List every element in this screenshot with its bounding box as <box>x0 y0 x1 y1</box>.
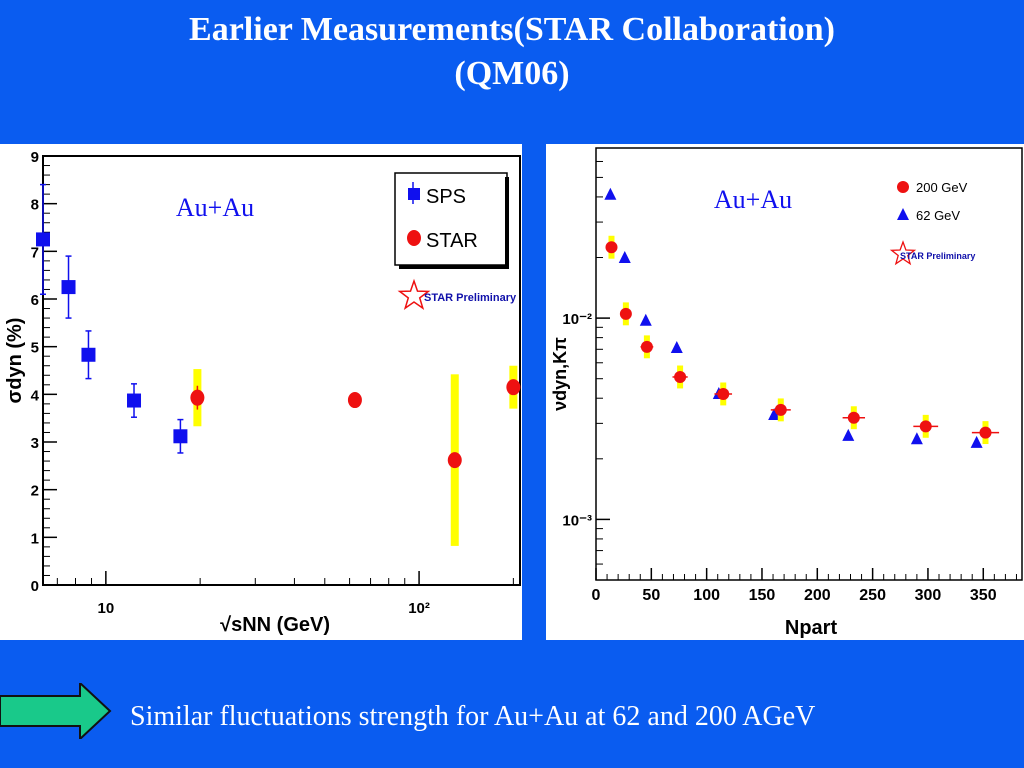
x-tick-label: 250 <box>859 587 886 604</box>
slide-title: Earlier Measurements(STAR Collaboration)… <box>0 8 1024 96</box>
legend-star-marker <box>407 230 421 246</box>
gev200-data-point <box>717 387 730 400</box>
y-tick-label: 10⁻³ <box>562 512 592 529</box>
x-tick-label: 300 <box>915 587 942 604</box>
gev62-data-point <box>768 408 781 421</box>
star-data-point <box>347 392 362 409</box>
y-tick-label: 9 <box>31 149 39 166</box>
y-tick-label: 8 <box>31 197 39 214</box>
sigma-dyn-chart: 0 1 2 3 4 5 6 7 8 9 10 10² √sNN (GeV) σdyn (%) Au+Au SP… <box>4 149 521 636</box>
sigma-dyn-chart-panel: 0 1 2 3 4 5 6 7 8 9 10 10² √sNN (GeV) σdyn (%) Au+Au SP… <box>0 144 522 640</box>
gev62-data-point <box>618 250 631 263</box>
x-tick-label: 10² <box>408 600 430 617</box>
y-axis-label: νdyn,Kπ <box>550 337 570 411</box>
legend-62gev-marker <box>897 208 909 220</box>
gev62-data-point <box>970 435 983 448</box>
star-logo-icon <box>397 278 431 310</box>
x-tick-label: 0 <box>592 587 601 604</box>
star-logo-icon <box>889 240 917 266</box>
gev200-data-point <box>619 307 632 320</box>
gev62-data-point <box>639 313 652 326</box>
gev62-data-point <box>604 187 617 200</box>
x-tick-label: 350 <box>970 587 997 604</box>
sps-data-point <box>36 232 50 247</box>
x-tick-label: 200 <box>804 587 831 604</box>
nu-dyn-chart: 0 50 100 150 200 250 300 350 10⁻² 10⁻³ Npart νdyn,K… <box>550 147 1023 639</box>
star-preliminary-badge: STAR Preliminary <box>424 292 517 304</box>
title-line-1: Earlier Measurements(STAR Collaboration) <box>189 11 835 48</box>
gev62-data-point <box>670 341 683 354</box>
gev200-data-point <box>847 411 860 424</box>
legend-sps-label: SPS <box>426 186 466 208</box>
y-tick-label: 0 <box>31 578 39 595</box>
y-tick-label: 1 <box>31 530 39 547</box>
y-tick-label: 3 <box>31 435 39 452</box>
gev62-data-point <box>842 428 855 441</box>
star-data-point <box>506 379 521 396</box>
gev200-data-point <box>674 370 687 383</box>
legend-200gev-marker <box>897 181 909 193</box>
sps-data-point <box>173 429 188 444</box>
plot-frame <box>42 155 521 586</box>
gev200-data-point <box>919 420 932 433</box>
right-arrow-icon <box>0 683 112 739</box>
sps-data-point <box>61 280 76 295</box>
x-axis-label: √sNN (GeV) <box>220 614 330 636</box>
star-preliminary-badge: STAR Preliminary <box>900 251 975 261</box>
x-tick-label: 10 <box>98 600 115 617</box>
sps-data-point <box>127 393 142 408</box>
gev200-data-point <box>640 340 653 353</box>
gev200-data-point <box>774 403 787 416</box>
y-tick-label: 4 <box>31 387 40 404</box>
y-tick-label: 7 <box>31 244 39 261</box>
gev200-data-point <box>605 241 618 254</box>
x-tick-label: 100 <box>693 587 720 604</box>
star-data-point <box>447 452 462 469</box>
sps-data-point <box>81 347 96 362</box>
legend-sps-marker <box>408 188 420 200</box>
y-tick-label: 6 <box>31 292 39 309</box>
x-tick-label: 150 <box>749 587 776 604</box>
y-axis-label: σdyn (%) <box>4 318 26 404</box>
x-axis-label: Npart <box>785 617 838 639</box>
legend-star-label: STAR <box>426 230 478 252</box>
au-au-annotation: Au+Au <box>714 185 792 214</box>
au-au-annotation: Au+Au <box>176 193 254 222</box>
y-tick-label: 2 <box>31 483 39 500</box>
legend-62gev-label: 62 GeV <box>916 208 960 223</box>
nu-dyn-chart-panel: 0 50 100 150 200 250 300 350 10⁻² 10⁻³ Npart νdyn,K… <box>546 144 1024 640</box>
gev200-data-point <box>979 426 992 439</box>
legend-200gev-label: 200 GeV <box>916 180 968 195</box>
x-tick-label: 50 <box>642 587 660 604</box>
plot-frame <box>595 147 1023 581</box>
title-line-2: (QM06) <box>454 55 570 92</box>
y-tick-label: 10⁻² <box>562 311 592 328</box>
gev62-data-point <box>910 432 923 445</box>
slide-caption: Similar fluctuations strength for Au+Au … <box>130 701 816 732</box>
star-data-point <box>190 389 205 406</box>
y-tick-label: 5 <box>31 340 39 357</box>
